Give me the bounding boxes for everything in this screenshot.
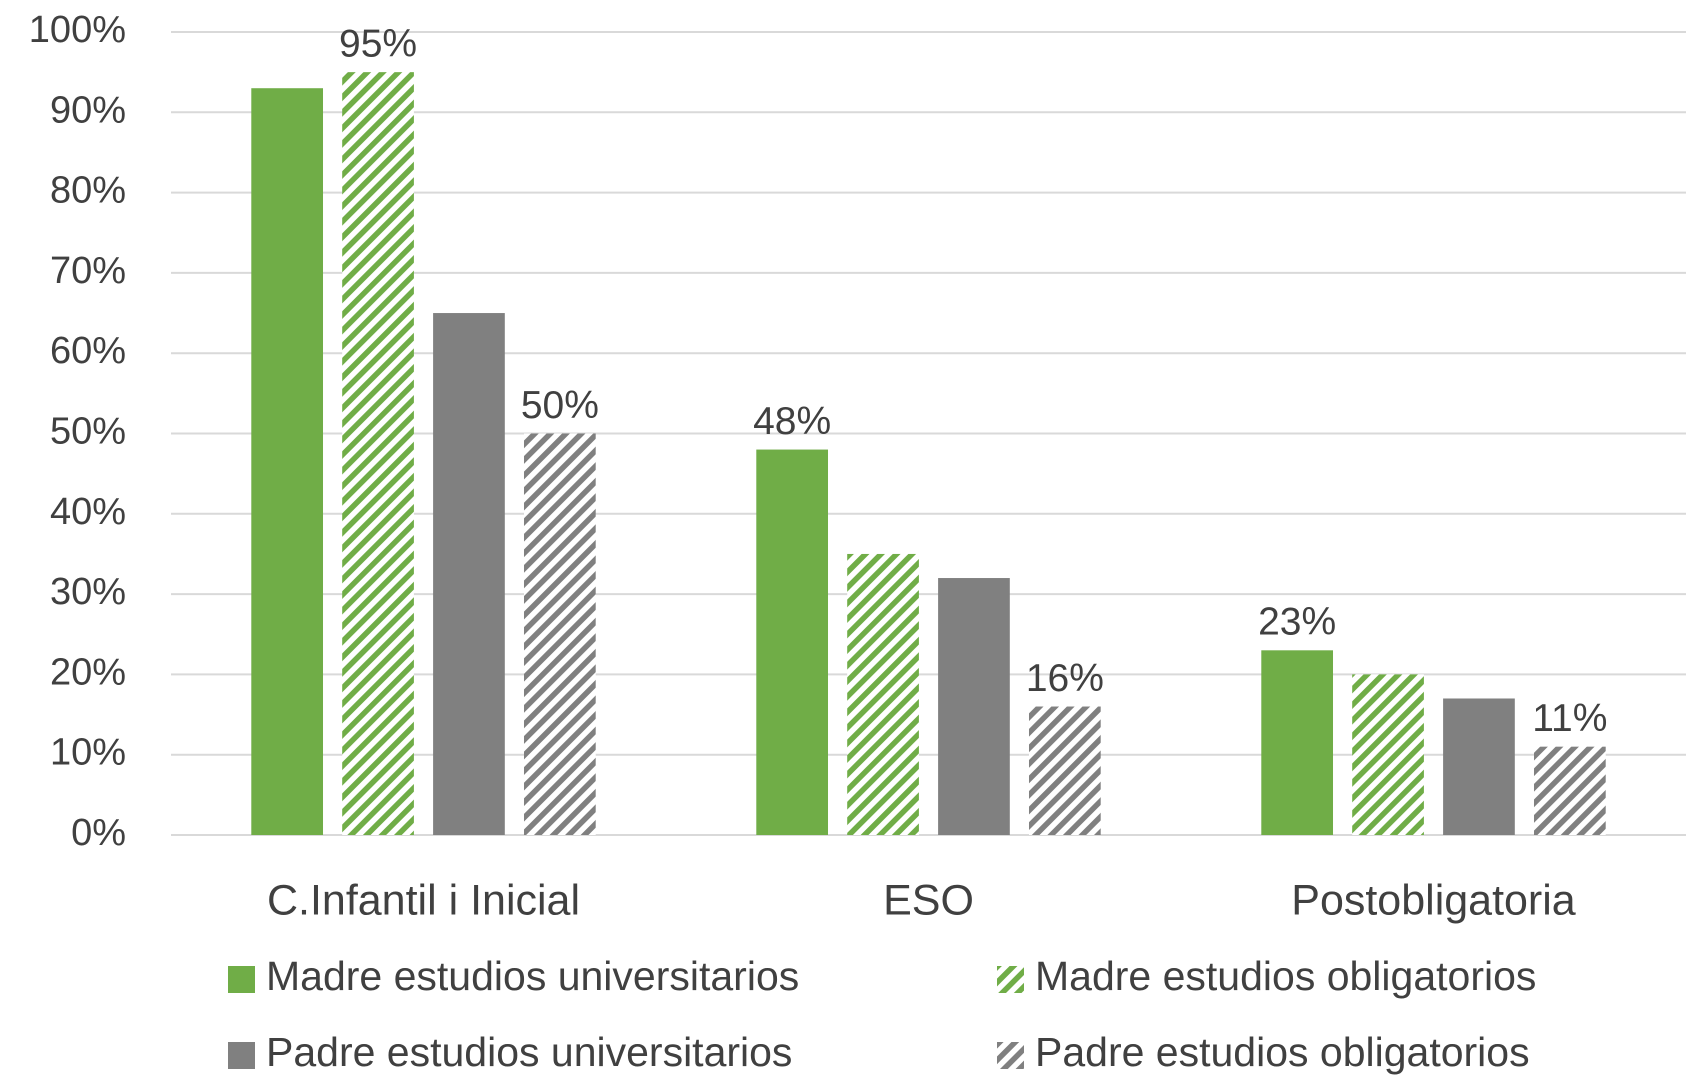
y-tick-label: 10% [50, 732, 126, 774]
bar [1533, 746, 1606, 835]
y-tick-label: 50% [50, 411, 126, 453]
y-tick-label: 60% [50, 330, 126, 372]
bar [251, 88, 324, 835]
x-tick-label: C.Infantil i Inicial [267, 876, 580, 924]
bar [342, 72, 414, 835]
legend-label: Madre estudios obligatorios [1035, 953, 1536, 999]
data-label: 16% [1026, 657, 1104, 700]
y-tick-label: 80% [50, 170, 126, 212]
y-tick-label: 70% [50, 250, 126, 292]
x-tick-label: ESO [883, 876, 974, 924]
bar [1261, 650, 1334, 835]
legend-label: Padre estudios obligatorios [1035, 1029, 1530, 1075]
bar [756, 449, 829, 835]
legend-label: Madre estudios universitarios [266, 953, 799, 999]
data-label: 95% [339, 22, 417, 65]
legend-swatch [997, 1042, 1024, 1069]
bar [1352, 674, 1424, 835]
y-tick-label: 90% [50, 89, 126, 131]
bar [1028, 706, 1101, 835]
legend-swatch [997, 966, 1024, 993]
bar [433, 313, 505, 835]
bar [1443, 698, 1515, 835]
bar [938, 578, 1010, 835]
data-label: 50% [521, 384, 599, 427]
bar [847, 553, 919, 835]
legend-swatch [228, 966, 255, 993]
y-tick-label: 0% [71, 812, 126, 854]
y-tick-label: 20% [50, 651, 126, 693]
y-tick-label: 40% [50, 491, 126, 533]
x-tick-label: Postobligatoria [1291, 876, 1576, 924]
data-label: 11% [1532, 697, 1607, 740]
legend-label: Padre estudios universitarios [266, 1029, 792, 1075]
data-label: 48% [753, 400, 831, 443]
y-tick-label: 30% [50, 571, 126, 613]
data-label: 23% [1258, 601, 1336, 644]
legend-swatch [228, 1042, 255, 1069]
y-tick-label: 100% [29, 9, 126, 51]
bar [523, 433, 596, 835]
